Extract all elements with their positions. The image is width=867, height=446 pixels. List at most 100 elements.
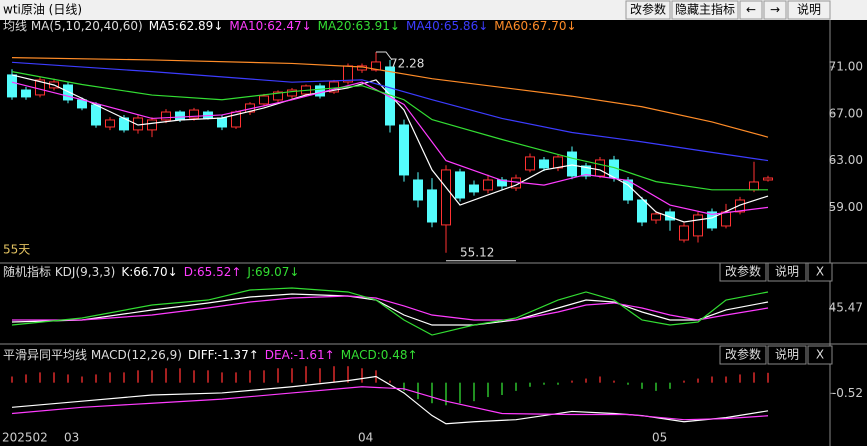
candle-body (693, 214, 703, 237)
annotation-leader (376, 51, 393, 61)
annotation-label: 55.12 (460, 245, 494, 259)
candle-body (595, 159, 605, 177)
legend-entry: MA20:63.91↓ (318, 19, 400, 33)
y-tick-label: 59.00 (829, 200, 863, 214)
toolbar-button-label[interactable]: ← (746, 3, 756, 17)
candle-body (189, 109, 199, 119)
indicator-line (11, 57, 769, 138)
candle-body (161, 111, 171, 121)
legend-entry: MA40:65.86↓ (406, 19, 488, 33)
x-tick-label: 04 (358, 431, 373, 445)
annotation-label: 72.28 (390, 56, 424, 70)
legend-entry: MA5:62.89↓ (149, 19, 224, 33)
y-tick-label: 67.00 (829, 106, 863, 120)
candle-body (21, 89, 31, 98)
legend-entry: DEA:-1.61↑ (265, 348, 335, 362)
candle-body (567, 151, 577, 177)
toolbar-button-label[interactable]: 说明 (797, 2, 821, 17)
candle-body (553, 156, 563, 169)
x-tick-label: 03 (64, 431, 79, 445)
panel-button[interactable] (767, 262, 807, 282)
indicator-line (11, 71, 768, 191)
panel-button-label[interactable]: 说明 (775, 264, 799, 279)
candle-body (721, 211, 731, 227)
candle-body (427, 189, 437, 223)
x-tick-label: 05 (652, 431, 667, 445)
panel-button-label[interactable]: 改参数 (725, 347, 761, 362)
candle-body (707, 211, 717, 229)
legend-entry: DIFF:-1.37↑ (188, 348, 259, 362)
candle-body (217, 117, 227, 128)
toolbar-button[interactable] (787, 0, 831, 20)
panel-legend: 随机指标 KDJ(9,3,3) K:66.70↓ D:65.52↑ J:69.07↓ (3, 264, 299, 279)
candle-body (413, 179, 423, 201)
candle-body (637, 199, 647, 223)
toolbar-button-label[interactable]: 隐藏主指标 (675, 2, 735, 17)
candle-body (651, 213, 661, 221)
candle-body (105, 119, 115, 128)
candle-body (763, 177, 773, 181)
legend-entry: J:69.07↓ (246, 265, 299, 279)
candle-body (371, 61, 381, 71)
legend-entry: K:66.70↓ (121, 265, 177, 279)
panel-button[interactable] (719, 345, 767, 365)
toolbar-title: wti原油 (日线) (3, 3, 82, 17)
candle-body (329, 81, 339, 93)
candle-body (315, 85, 325, 97)
candle-body (273, 91, 283, 101)
toolbar-button[interactable] (671, 0, 739, 20)
y-tick-label: 63.00 (829, 153, 863, 167)
panel-button[interactable] (807, 345, 833, 365)
indicator-label: 均线 MA(5,10,20,40,60) (3, 19, 143, 33)
panel-button-label[interactable]: X (816, 265, 824, 279)
candle-body (539, 159, 549, 169)
indicator-line (11, 81, 769, 215)
panel-button[interactable] (767, 345, 807, 365)
indicator-line (11, 386, 769, 421)
toolbar-button-label[interactable]: → (770, 3, 780, 17)
y-tick-label: 71.00 (829, 59, 863, 73)
candle-body (581, 165, 591, 177)
candle-body (259, 95, 269, 105)
indicator-label: 随机指标 KDJ(9,3,3) (3, 264, 115, 279)
toolbar-button-label[interactable]: 改参数 (630, 2, 666, 17)
candle-body (175, 111, 185, 121)
candle-body (343, 65, 353, 83)
panel-legend: 均线 MA(5,10,20,40,60) MA5:62.89↓ MA10:62.47… (3, 19, 577, 33)
indicator-line (12, 295, 769, 321)
legend-entry: MA60:67.70↓ (494, 19, 576, 33)
candle-body (399, 124, 409, 176)
legend-entry: MACD:0.48↑ (341, 348, 418, 362)
panel-button-label[interactable]: 改参数 (725, 264, 761, 279)
y-tick-label: 45.47 (829, 301, 863, 315)
panel-button-label[interactable]: 说明 (775, 347, 799, 362)
x-tick-label: 202502 (2, 431, 48, 445)
toolbar-button[interactable] (625, 0, 671, 20)
candle-body (147, 119, 157, 131)
panel-button[interactable] (807, 262, 833, 282)
panel-button-label[interactable]: X (816, 348, 824, 362)
legend-entry: MA10:62.47↓ (229, 19, 311, 33)
candle-body (525, 156, 535, 171)
indicator-label: 平滑异同平均线 MACD(12,26,9) (3, 348, 182, 362)
toolbar-button[interactable] (763, 0, 787, 20)
indicator-line (11, 74, 769, 223)
candle-body (455, 171, 465, 199)
toolbar-button[interactable] (739, 0, 763, 20)
candle-body (441, 169, 451, 226)
candle-body (749, 181, 759, 191)
indicator-line (11, 293, 769, 326)
candle-body (63, 84, 73, 101)
candle-body (7, 74, 17, 98)
y-tick-label: -0.52 (832, 386, 863, 400)
legend-entry: D:65.52↑ (184, 265, 242, 279)
indicator-line (11, 61, 769, 162)
candle-body (35, 79, 45, 96)
candle-body (735, 199, 745, 213)
panel-legend: 平滑异同平均线 MACD(12,26,9) DIFF:-1.37↑ DEA:-1.6… (3, 348, 418, 362)
candle-body (91, 104, 101, 126)
candle-body (483, 179, 493, 191)
panel-button[interactable] (719, 262, 767, 282)
